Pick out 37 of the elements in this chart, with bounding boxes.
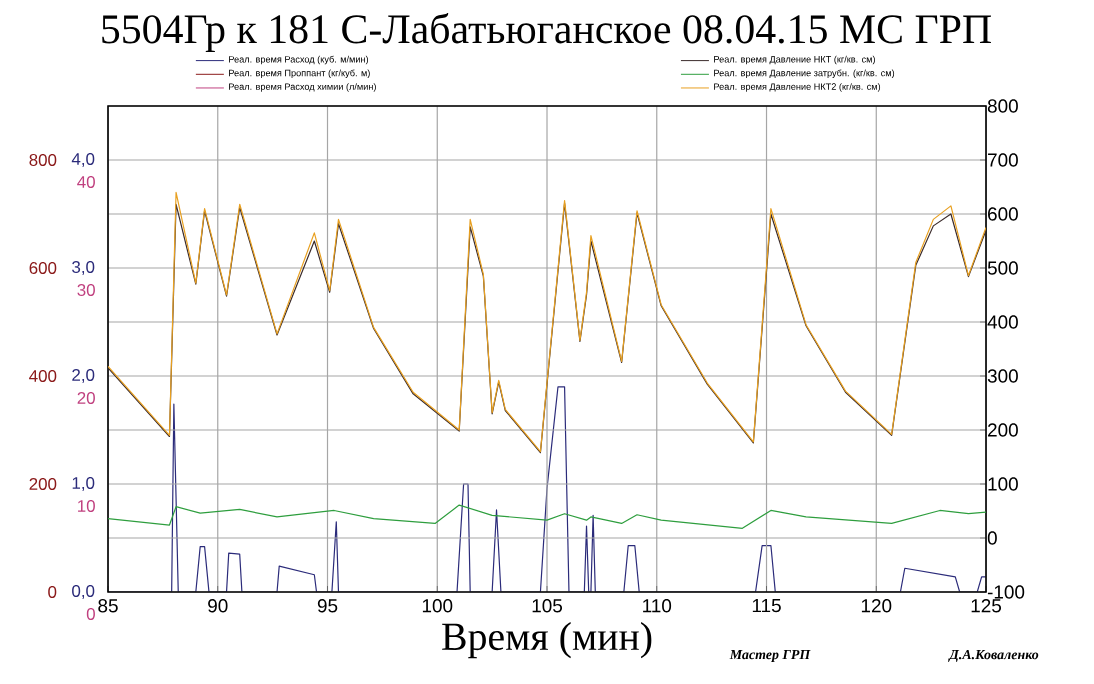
text: 40 [77,176,95,188]
y2-tick-label: 500 [987,261,1018,275]
y-tick-label: 4,0 [71,153,95,167]
x-tick-label: 120 [861,599,892,613]
x-tick-label: 125 [971,599,1002,613]
text: 20 [77,392,95,404]
y-tick-label: 2,0 [72,369,95,383]
y3-tick-label: 400 [29,370,57,382]
y2-tick-label: 300 [987,369,1018,383]
y2-tick-label: 0 [987,531,997,545]
y3-tick-label: 800 [29,154,57,166]
x-axis-title: Время (мин) [442,622,652,659]
y3-tick-label: 0 [48,586,57,598]
x-tick-label: 95 [317,599,338,613]
x-tick-label: 110 [643,599,672,613]
y2-tick-label: 600 [988,207,1018,221]
y3-tick-label: 600 [29,262,57,274]
y2-tick-label: -100 [987,585,1025,599]
y2-tick-label: 200 [988,423,1018,437]
y-tick-label: 1,0 [72,477,95,491]
chart-title: 5504Гр к 181 С-Лабатьюганское 08.04.15 МС ГРП [102,13,991,52]
y2-tick-label: 800 [987,99,1018,113]
y3-tick-label: 200 [29,478,57,490]
y2-tick-label: 100 [988,477,1018,491]
x-tick-label: 100 [422,599,453,613]
text: 10 [78,500,95,512]
text: 0 [86,608,95,620]
y-tick-label: 3,0 [72,261,95,275]
x-tick-label: 105 [532,599,563,613]
y2-tick-label: 400 [987,315,1018,329]
x-tick-label: 90 [208,599,228,613]
line-series [108,504,987,529]
y2-tick-label: 700 [988,153,1018,167]
text: 30 [77,284,95,296]
x-tick-label: 115 [752,599,781,613]
y-tick-label: 0,0 [72,585,95,599]
x-tick-label: 85 [98,599,118,613]
